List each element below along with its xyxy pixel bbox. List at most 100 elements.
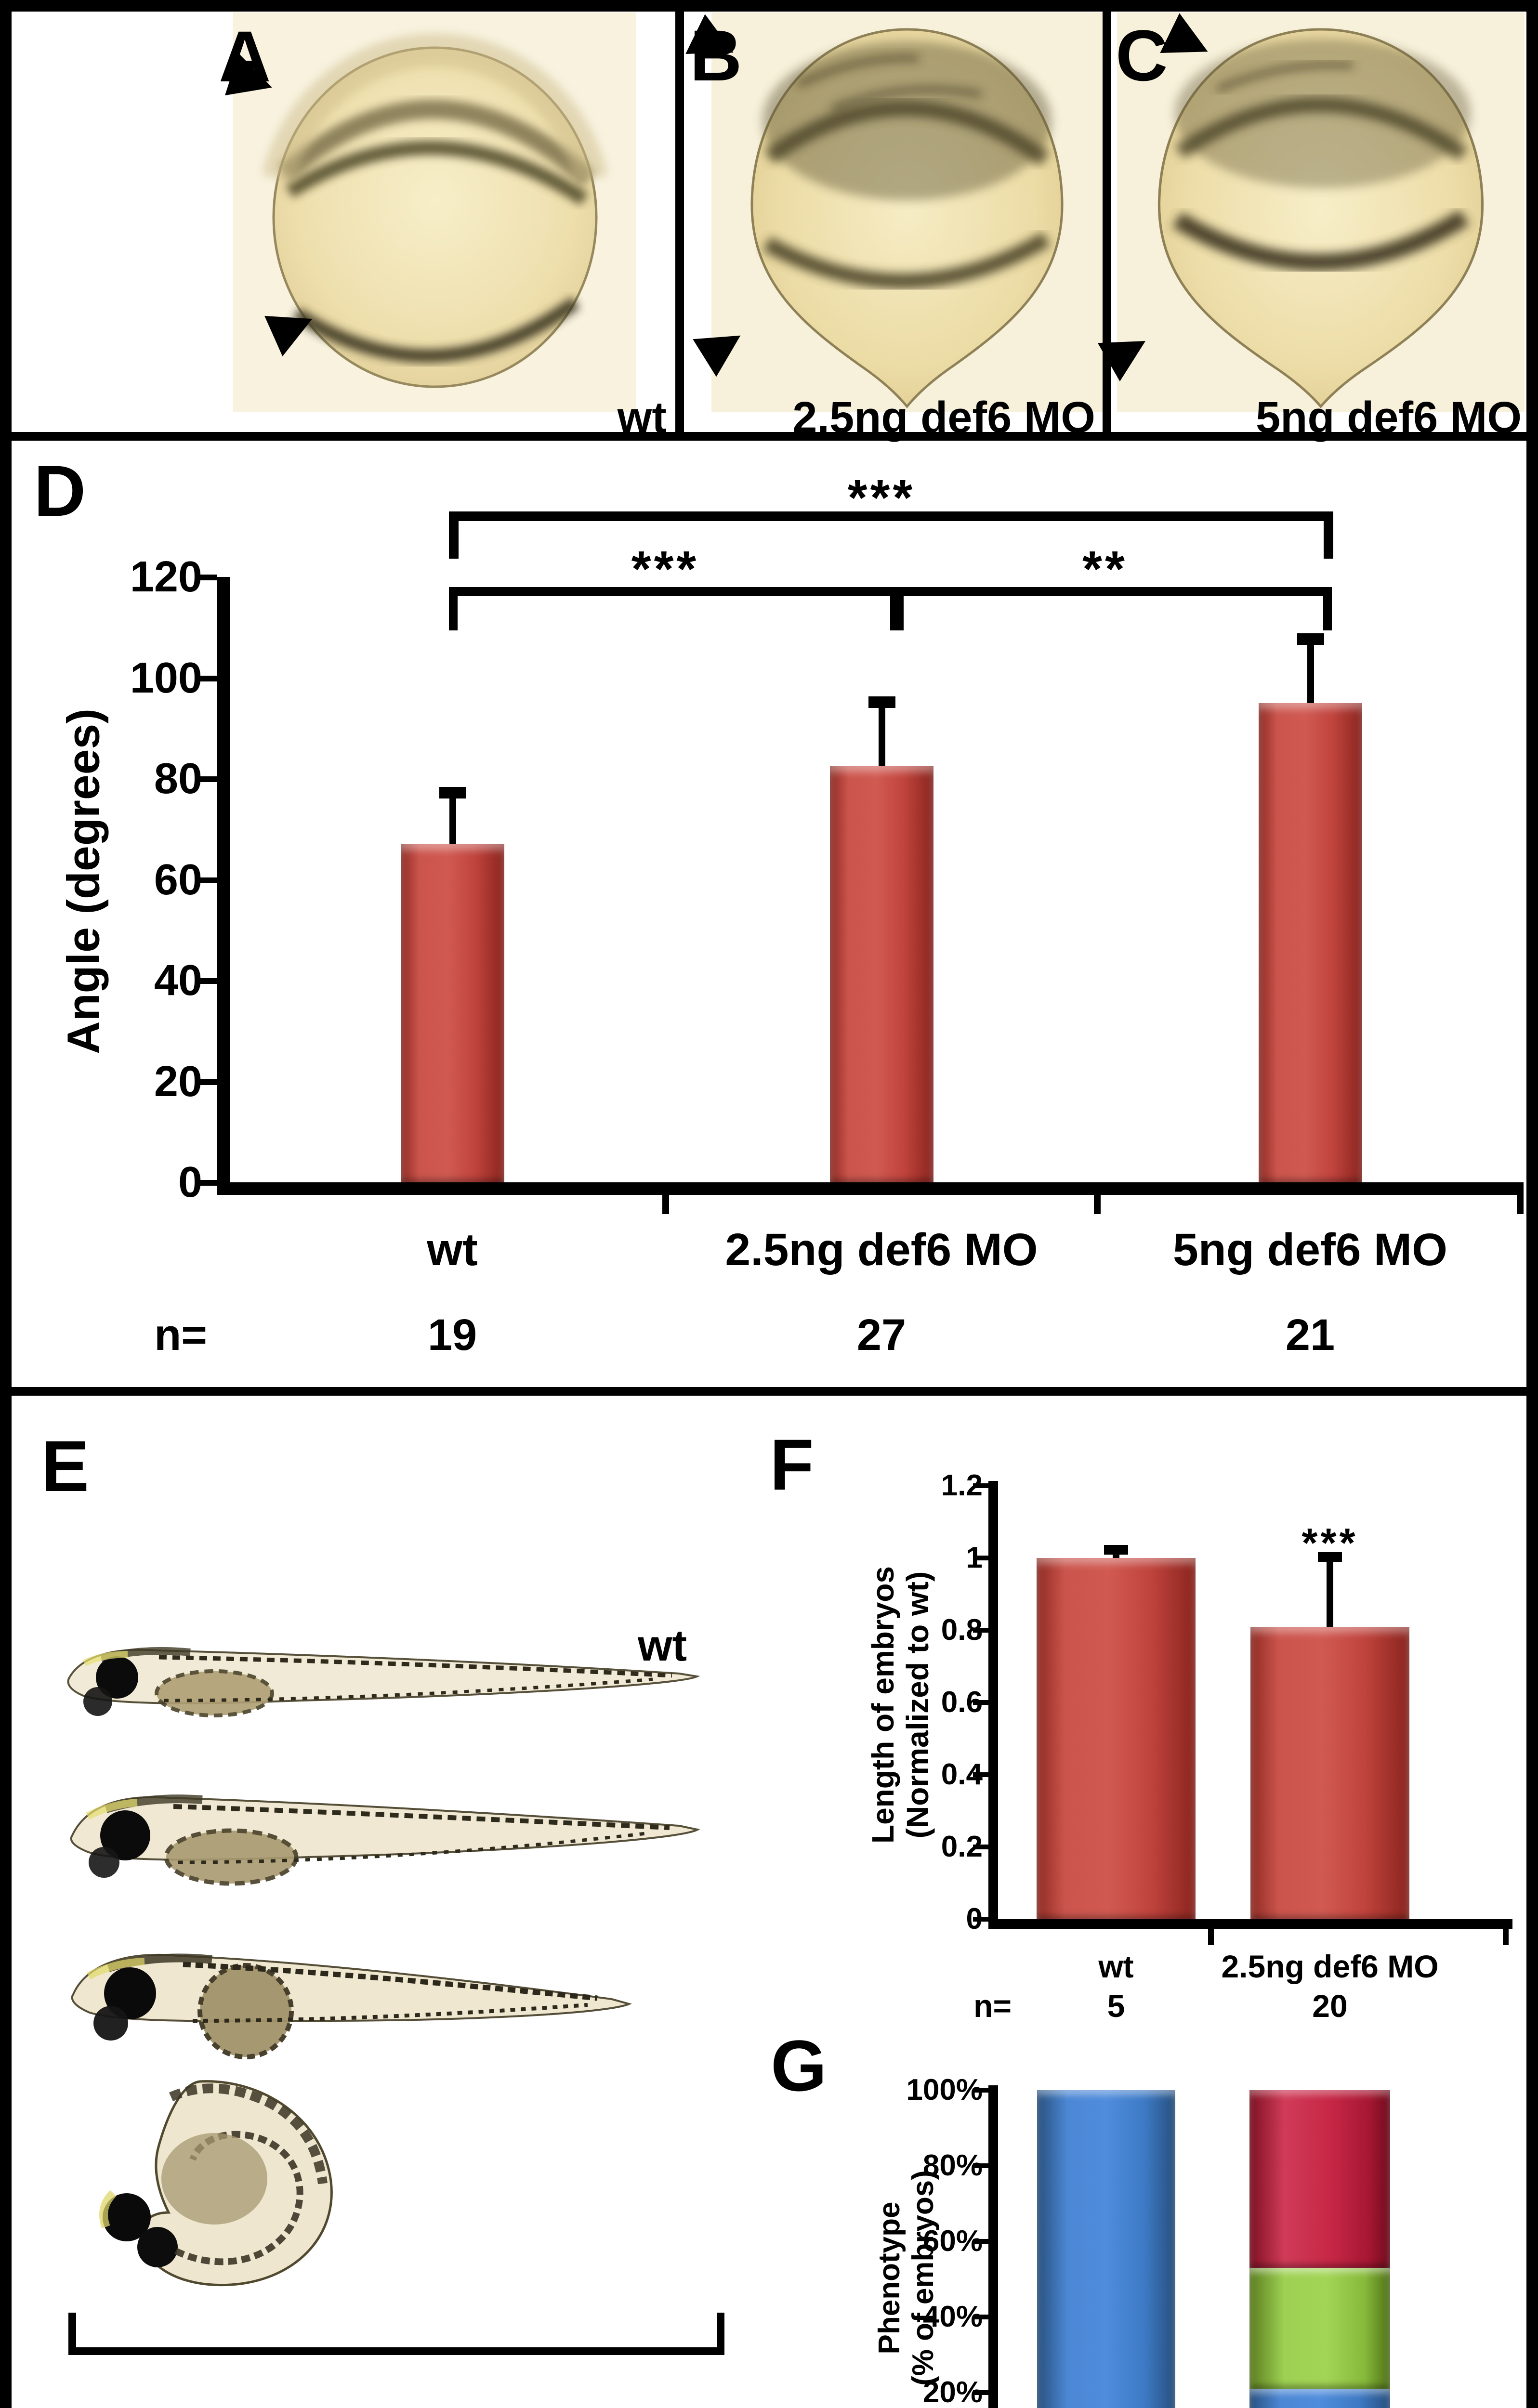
embryo-illustration-5ng: [1117, 13, 1525, 412]
g-y-tick: [973, 2163, 988, 2168]
d-y-tick: [197, 575, 217, 580]
f-x-axis: [988, 1919, 1512, 1929]
f-y-tick: [973, 1483, 988, 1488]
d-category-2.5ng: 2.5ng def6 MO: [725, 1224, 1038, 1275]
panel-letter-a: A: [219, 16, 271, 97]
f-bar-2.5ng def6 MO: [1250, 1626, 1409, 1919]
d-y-tick-label: 100: [130, 654, 202, 702]
g-y-tick: [973, 2239, 988, 2244]
f-errorcap-wt: [1104, 1545, 1128, 1555]
d-errorcap-5ng def6 MO: [1297, 633, 1324, 645]
f-x-tick: [1208, 1929, 1214, 1945]
d-sig-bracket-wt-5ng: [449, 511, 1333, 559]
divider-b-c: [1103, 12, 1111, 441]
panel-letter-c: C: [1116, 15, 1168, 96]
f-category-2.5ng: 2.5ng def6 MO: [1221, 1949, 1439, 1984]
larva-illustration-3: [71, 1953, 632, 2059]
d-y-axis: [217, 577, 230, 1195]
d-errorcap-wt: [439, 787, 466, 799]
f-y-tick-label: 0.2: [941, 1830, 983, 1863]
f-errorcap-2.5ng def6 MO: [1318, 1552, 1342, 1562]
d-y-tick-label: 40: [154, 956, 202, 1005]
d-bar-5ng def6 MO: [1259, 703, 1362, 1182]
panel-letter-f: F: [770, 1424, 814, 1505]
d-y-tick: [197, 1180, 217, 1186]
figure-inner: A wt B 2.5ng def6 MO: [12, 12, 1526, 2408]
f-y-axis: [988, 1481, 998, 1929]
f-category-wt: wt: [1098, 1949, 1134, 1984]
d-n-label: n=: [154, 1310, 207, 1360]
panel-letter-b: B: [690, 15, 742, 96]
d-sig-label-left: ***: [631, 541, 699, 597]
e-caption-wt: wt: [638, 1621, 687, 1670]
g-segment-2.5ng def6 MO-Severe: [1249, 2090, 1390, 2268]
d-y-tick: [197, 776, 217, 782]
f-y-tick-label: 0: [966, 1902, 983, 1936]
f-n-2.5ng: 20: [1312, 1988, 1348, 2024]
g-y-axis-label-line1: Phenotype: [873, 2201, 906, 2355]
d-sig-bracket-2.5ng-5ng: [895, 587, 1332, 630]
d-x-tick: [1094, 1195, 1101, 1214]
panel-letter-d: D: [34, 450, 86, 531]
panel-letter-e: E: [41, 1426, 90, 1506]
g-y-tick-label: 100%: [906, 2073, 983, 2107]
f-y-tick: [973, 1556, 988, 1560]
d-sig-label-right: **: [1082, 541, 1128, 597]
d-errorbar-5ng def6 MO: [1307, 640, 1314, 703]
embryo-illustration-2.5ng: [711, 13, 1103, 412]
d-errorbar-2.5ng def6 MO: [878, 703, 885, 766]
d-x-tick: [1517, 1195, 1524, 1214]
larva-photo-wt: [55, 1629, 703, 1732]
d-n-2.5ng: 27: [856, 1310, 907, 1360]
d-y-tick: [197, 675, 217, 681]
e-scale-bracket: [68, 2313, 724, 2355]
d-y-tick: [197, 978, 217, 984]
g-segment-2.5ng def6 MO-Moderate: [1249, 2267, 1390, 2389]
d-x-axis: [217, 1182, 1524, 1195]
larva-photo-mild: [58, 1768, 703, 1908]
g-y-tick: [973, 2088, 988, 2093]
d-y-tick: [197, 1079, 217, 1085]
d-category-5ng: 5ng def6 MO: [1172, 1224, 1448, 1275]
larva-photo-moderate: [58, 1922, 643, 2067]
d-y-tick-label: 0: [178, 1158, 202, 1206]
g-y-tick-label: 40%: [922, 2300, 983, 2333]
f-y-tick-label: 1.2: [941, 1469, 983, 1502]
divider-d-bottom: [12, 1387, 1526, 1396]
f-errorbar-2.5ng def6 MO: [1327, 1558, 1333, 1627]
f-n-label: n=: [973, 1988, 1012, 2024]
panel-letter-g: G: [771, 2025, 827, 2106]
d-errorcap-2.5ng def6 MO: [868, 696, 895, 708]
f-y-tick-label: 0.4: [941, 1758, 983, 1791]
larva-photo-severe-curled: [55, 2068, 349, 2292]
g-y-axis-label: Phenotype (% of embryos): [873, 2170, 940, 2386]
embryo-photo-5ng: [1117, 13, 1525, 412]
d-bar-wt: [401, 844, 504, 1182]
f-y-tick-label: 0.8: [941, 1613, 983, 1647]
g-y-tick: [973, 2315, 988, 2319]
d-n-wt: 19: [427, 1310, 477, 1360]
d-errorbar-wt: [449, 794, 456, 845]
g-segment-2.5ng def6 MO-Normal/Mild: [1249, 2389, 1390, 2408]
f-y-tick: [973, 1700, 988, 1705]
f-bar-wt: [1037, 1558, 1196, 1919]
caption-wt: wt: [617, 393, 667, 442]
embryo-photo-2.5ng: [711, 13, 1103, 412]
g-y-tick: [973, 2390, 988, 2395]
d-y-tick: [197, 877, 217, 883]
divider-toprow-d: [12, 432, 1526, 441]
g-segment-wt-Normal/Mild: [1037, 2090, 1175, 2408]
f-y-tick: [973, 1845, 988, 1849]
g-y-tick-label: 80%: [922, 2149, 983, 2182]
d-y-tick-label: 60: [154, 855, 202, 904]
embryo-illustration-wt: [233, 13, 636, 412]
larva-illustration-1: [67, 1647, 700, 1717]
larva-illustration-4: [99, 2080, 333, 2287]
caption-2.5ng: 2.5ng def6 MO: [792, 393, 1095, 442]
d-y-tick-label: 80: [154, 755, 202, 803]
g-y-tick-label: 20%: [922, 2376, 983, 2408]
larva-illustration-2: [70, 1794, 700, 1886]
d-y-tick-label: 20: [154, 1057, 202, 1106]
d-sig-label-top: ***: [847, 470, 916, 526]
f-y-tick: [973, 1628, 988, 1633]
